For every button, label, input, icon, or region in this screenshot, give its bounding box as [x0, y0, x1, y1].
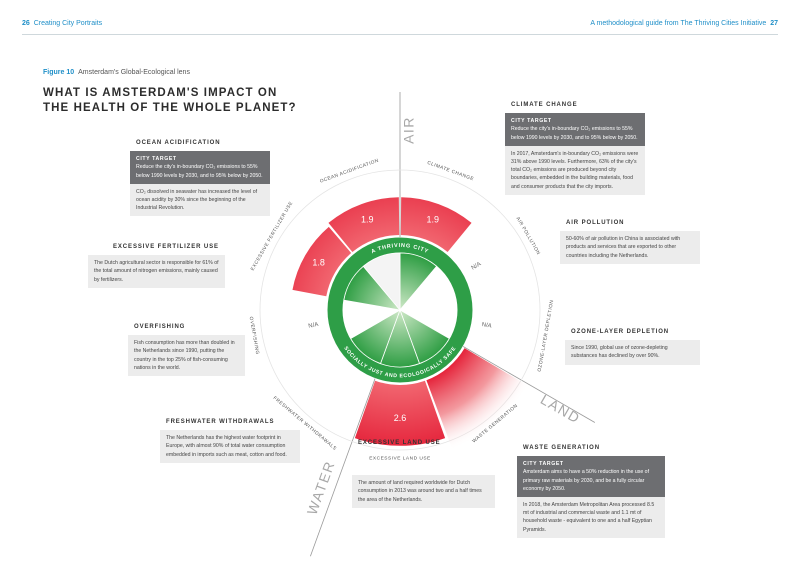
wedge-value: 1.9 — [361, 214, 374, 224]
axis-label: LAND — [538, 391, 584, 427]
overshoot-wedge — [292, 226, 352, 297]
panel-body: Fish consumption has more than doubled i… — [128, 335, 245, 377]
figure-text: Amsterdam's Global-Ecological lens — [78, 69, 190, 76]
section-title: Creating City Portraits — [33, 20, 103, 27]
wedge-value: 1.8 — [312, 257, 325, 267]
page-title: WHAT IS AMSTERDAM'S IMPACT ON THE HEALTH … — [43, 86, 297, 116]
title-line: WHAT IS AMSTERDAM'S IMPACT ON — [43, 87, 278, 99]
panel-title: EXCESSIVE LAND USE — [358, 440, 441, 446]
panel-body: The Dutch agricultural sector is respons… — [88, 255, 225, 288]
target-text: Reduce the city's in-boundary CO₂ emissi… — [136, 164, 263, 179]
axis-label: WATER — [304, 458, 338, 517]
target-heading: CITY TARGET — [523, 461, 564, 468]
panel-title: WASTE GENERATION — [523, 445, 600, 451]
panel-title: FRESHWATER WITHDRAWALS — [166, 419, 275, 425]
wedge-value: N/A — [481, 322, 492, 330]
info-panel: CLIMATE CHANGE CITY TARGET Reduce the city… — [505, 101, 645, 195]
panel-body: In 2018, the Amsterdam Metropolitan Area… — [517, 497, 665, 538]
target-text: Reduce the city's in-boundary CO₂ emissi… — [511, 126, 638, 141]
panel-title: OCEAN ACIDIFICATION — [136, 140, 221, 146]
wedge-value: N/A — [471, 261, 483, 271]
sector-label: OVERFISHING — [248, 316, 261, 355]
sector-label: EXCESSIVE LAND USE — [369, 455, 431, 461]
target-text: Amsterdam aims to have a 50% reduction i… — [523, 469, 650, 492]
guide-title: A methodological guide from The Thriving… — [590, 20, 767, 27]
inner-sector — [362, 252, 401, 311]
info-panel: AIR POLLUTION 50-60% of air pollution in … — [560, 219, 700, 264]
panel-title: EXCESSIVE FERTILIZER USE — [113, 244, 219, 250]
city-target: CITY TARGET Amsterdam aims to have a 50% … — [517, 456, 665, 498]
info-panel: EXCESSIVE FERTILIZER USE The Dutch agricu… — [88, 243, 225, 288]
overshoot-wedge — [328, 197, 400, 253]
figure-caption: Figure 10 Amsterdam's Global-Ecological l… — [43, 69, 190, 76]
panel-title: CLIMATE CHANGE — [511, 102, 578, 108]
page-header-left: 26 Creating City Portraits — [22, 20, 102, 27]
wedge-value: 1.9 — [426, 214, 439, 224]
overshoot-wedge — [400, 197, 472, 253]
panel-body: CO₂ dissolved in seawater has increased … — [130, 183, 270, 217]
wedge-value: N/A — [308, 322, 319, 330]
header-rule — [22, 34, 778, 35]
ring — [327, 237, 473, 383]
info-panel: FRESHWATER WITHDRAWALS The Netherlands ha… — [160, 418, 300, 463]
panel-title: OVERFISHING — [134, 324, 186, 330]
info-panel: OVERFISHING Fish consumption has more tha… — [128, 323, 245, 377]
axis-label: AIR — [401, 116, 417, 144]
panel-body: 50-60% of air pollution in China is asso… — [560, 231, 700, 264]
city-target: CITY TARGET Reduce the city's in-boundary… — [130, 151, 270, 184]
info-panel: OZONE-LAYER DEPLETION Since 1990, global … — [565, 328, 700, 365]
panel-body: The amount of land required worldwide fo… — [352, 475, 495, 508]
sector-label: OCEAN ACIDIFICATION — [319, 158, 380, 185]
sector-label: OZONE-LAYER DEPLETION — [537, 299, 556, 372]
wedge-value: 2.6 — [394, 413, 407, 423]
page-number: 26 — [22, 20, 30, 27]
page-number: 27 — [770, 20, 778, 27]
info-panel: EXCESSIVE LAND USE The amount of land req… — [352, 439, 495, 508]
overshoot-wedge — [354, 380, 446, 446]
target-heading: CITY TARGET — [511, 118, 552, 125]
figure-label: Figure 10 — [43, 69, 75, 76]
city-target: CITY TARGET Reduce the city's in-boundary… — [505, 113, 645, 146]
outer-boundary — [259, 169, 541, 451]
panel-title: AIR POLLUTION — [566, 220, 625, 226]
overshoot-gradient — [426, 348, 530, 451]
panel-body: The Netherlands has the highest water fo… — [160, 430, 300, 463]
info-panel: WASTE GENERATION CITY TARGET Amsterdam aim… — [517, 444, 665, 538]
target-heading: CITY TARGET — [136, 156, 177, 163]
info-panel: OCEAN ACIDIFICATION CITY TARGET Reduce the… — [130, 139, 270, 217]
panel-body: In 2017, Amsterdam's in-boundary CO₂ emi… — [505, 145, 645, 195]
page-header-right: A methodological guide from The Thriving… — [590, 20, 778, 27]
title-line: THE HEALTH OF THE WHOLE PLANET? — [43, 102, 297, 114]
panel-title: OZONE-LAYER DEPLETION — [571, 329, 670, 335]
panel-body: Since 1990, global use of ozone-depletin… — [565, 340, 700, 365]
